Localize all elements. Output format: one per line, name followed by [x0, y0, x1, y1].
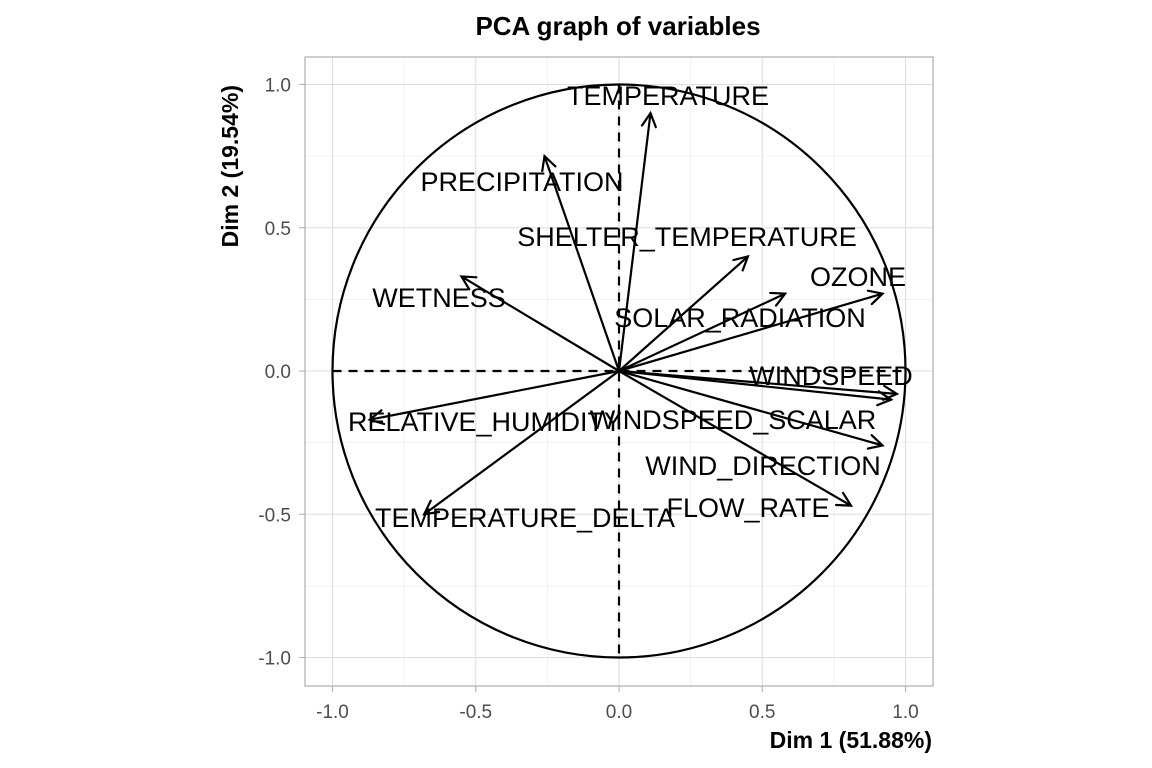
x-tick-label: 0.0: [606, 702, 632, 723]
y-tick-label: 0.5: [265, 219, 291, 240]
variable-arrows: [367, 110, 900, 516]
y-axis-ticks: -1.0 -0.5 0.0 0.5 1.0: [258, 76, 305, 670]
arrow-temperature: [617, 110, 657, 373]
y-axis-title: Dim 2 (19.54%): [217, 85, 243, 247]
y-tick-label: -1.0: [258, 649, 291, 670]
arrow-temperature-delta: [422, 369, 621, 516]
x-tick-label: 1.0: [892, 702, 918, 723]
arrow-precipitation: [541, 153, 621, 373]
label-temperature-delta: TEMPERATURE_DELTA: [375, 503, 675, 533]
label-precipitation: PRECIPITATION: [420, 167, 623, 197]
arrow-wetness: [459, 275, 621, 373]
label-temperature: TEMPERATURE: [567, 81, 769, 111]
arrow-shelter-temperature: [617, 254, 750, 373]
label-ozone: OZONE: [810, 262, 906, 292]
variable-labels: TEMPERATURE PRECIPITATION SHELTER_TEMPERAT…: [348, 81, 913, 533]
label-relative-humidity: RELATIVE_HUMIDITY: [348, 407, 622, 437]
label-windspeed: WINDSPEED: [749, 361, 913, 391]
y-tick-label: 1.0: [265, 76, 291, 97]
label-windspeed-scalar: WINDSPEED_SCALAR: [590, 405, 877, 435]
arrow-relative-humidity: [367, 369, 621, 426]
x-tick-label: -0.5: [459, 702, 492, 723]
x-tick-label: -1.0: [316, 702, 349, 723]
label-solar-radiation: SOLAR_RADIATION: [614, 303, 866, 333]
arrow-ozone: [617, 289, 885, 373]
label-wind-direction: WIND_DIRECTION: [645, 451, 881, 481]
y-tick-label: 0.0: [265, 362, 291, 383]
arrow-wind-direction: [617, 369, 885, 450]
label-wetness: WETNESS: [372, 283, 506, 313]
x-axis-ticks: -1.0 -0.5 0.0 0.5 1.0: [316, 686, 919, 723]
x-axis-title: Dim 1 (51.88%): [770, 727, 932, 753]
y-tick-label: -0.5: [258, 505, 291, 526]
label-shelter-temperature: SHELTER_TEMPERATURE: [517, 222, 857, 252]
x-tick-label: 0.5: [749, 702, 775, 723]
arrow-flow-rate: [617, 369, 854, 507]
arrow-windspeed-scalar: [617, 369, 894, 407]
label-flow-rate: FLOW_RATE: [666, 493, 829, 523]
chart-title: PCA graph of variables: [475, 11, 760, 41]
arrow-solar-radiation: [617, 291, 788, 373]
unit-circle: [331, 83, 907, 659]
